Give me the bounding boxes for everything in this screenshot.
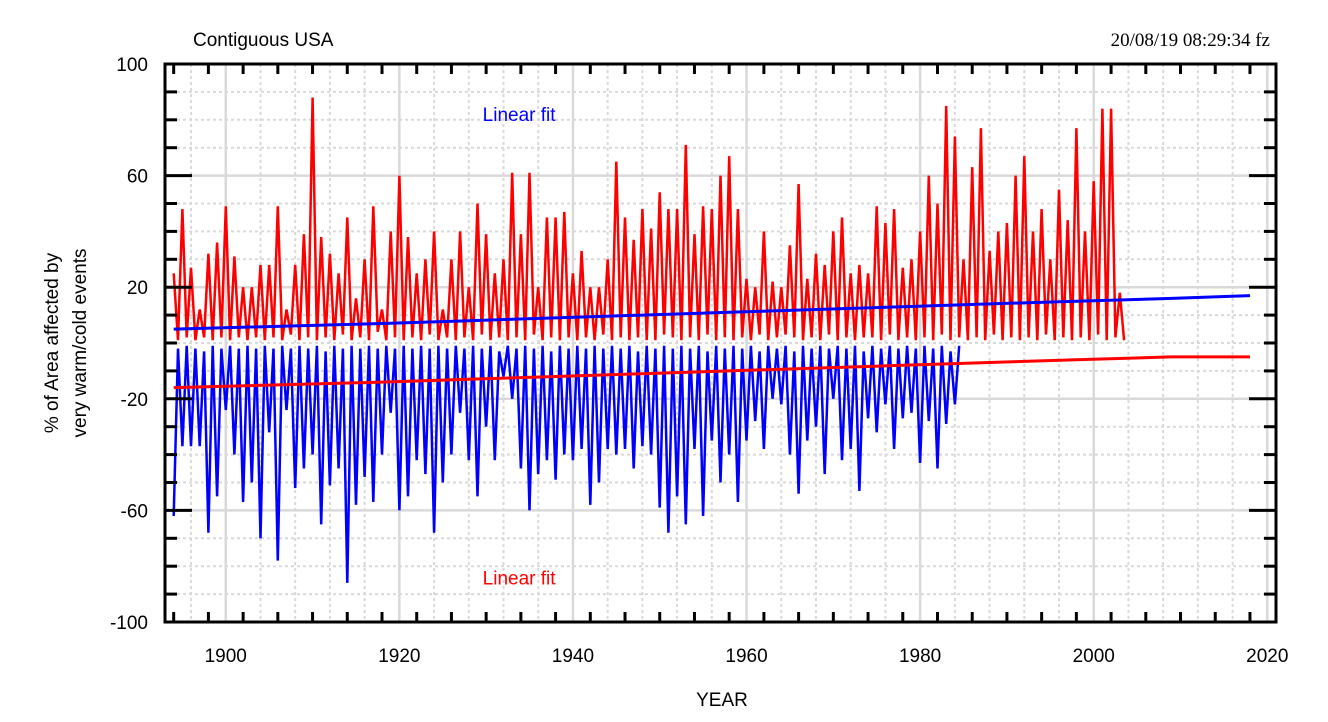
x-tick-label: 1960 bbox=[725, 646, 767, 667]
warm-fit-annotation: Linear fit bbox=[483, 105, 557, 126]
y-tick-label: -20 bbox=[121, 390, 148, 411]
x-tick-label: 1900 bbox=[205, 646, 247, 667]
y-tick-label: 60 bbox=[127, 167, 148, 188]
x-tick-label: 1940 bbox=[552, 646, 594, 667]
warm-linear-fit-line bbox=[173, 294, 1251, 331]
tick-labels: 1900 1920 1940 1960 1980 2000 2020 100 60 20 -20 -6… bbox=[110, 55, 1288, 667]
cold-linear-fit-line bbox=[173, 355, 1250, 390]
y-tick-label: 20 bbox=[127, 278, 148, 299]
x-tick-label: 1920 bbox=[378, 646, 420, 667]
series-group bbox=[172, 97, 1251, 583]
x-tick-label: 2020 bbox=[1246, 646, 1288, 667]
y-tick-label: -100 bbox=[110, 613, 148, 634]
cold-fit-annotation: Linear fit bbox=[483, 568, 557, 589]
x-tick-label: 2000 bbox=[1073, 646, 1115, 667]
y-axis-label-line1: % of Area affected by bbox=[42, 252, 63, 433]
y-tick-label: 100 bbox=[116, 55, 148, 76]
annotations: Linear fit Linear fit bbox=[483, 105, 557, 589]
cold-series-line bbox=[172, 345, 961, 583]
x-tick-label: 1980 bbox=[899, 646, 941, 667]
chart-title: Contiguous USA bbox=[193, 30, 334, 51]
timestamp: 20/08/19 08:29:34 fz bbox=[1111, 30, 1270, 51]
x-axis-label: YEAR bbox=[696, 690, 748, 711]
y-axis-label-line2: very warm/cold events bbox=[70, 248, 91, 437]
y-tick-label: -60 bbox=[121, 501, 148, 522]
warm-series-line bbox=[172, 97, 1126, 341]
ticks bbox=[165, 64, 1276, 622]
